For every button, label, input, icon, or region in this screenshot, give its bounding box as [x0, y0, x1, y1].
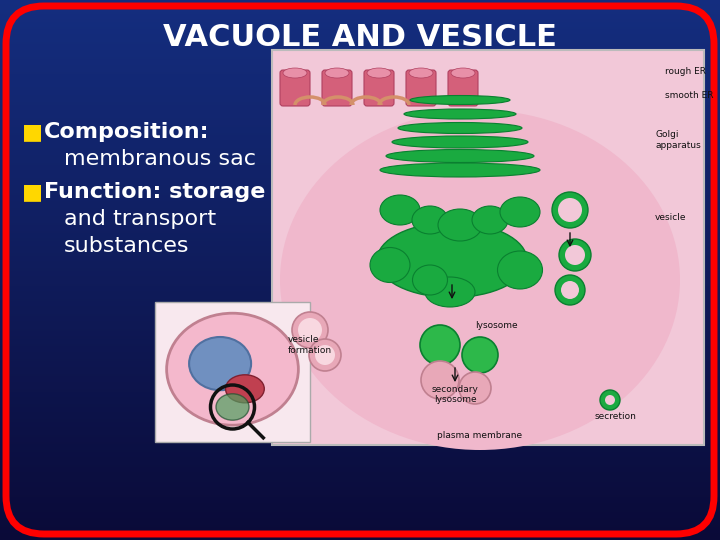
Text: ■: ■ — [22, 182, 43, 202]
Circle shape — [309, 339, 341, 371]
Ellipse shape — [398, 123, 522, 133]
Circle shape — [462, 337, 498, 373]
Ellipse shape — [412, 206, 448, 234]
FancyBboxPatch shape — [155, 302, 310, 442]
Ellipse shape — [409, 68, 433, 78]
Ellipse shape — [166, 313, 298, 425]
Ellipse shape — [377, 222, 527, 298]
Text: ■: ■ — [22, 122, 43, 142]
Ellipse shape — [410, 96, 510, 105]
Ellipse shape — [225, 375, 264, 403]
Ellipse shape — [500, 197, 540, 227]
Text: lysosome: lysosome — [475, 321, 518, 329]
Circle shape — [420, 325, 460, 365]
Ellipse shape — [370, 247, 410, 282]
Ellipse shape — [325, 68, 349, 78]
Text: membranous sac: membranous sac — [64, 149, 256, 169]
Circle shape — [459, 372, 491, 404]
Ellipse shape — [280, 110, 680, 450]
Circle shape — [559, 239, 591, 271]
Ellipse shape — [413, 265, 448, 295]
FancyBboxPatch shape — [448, 70, 478, 106]
Text: vesicle: vesicle — [655, 213, 686, 222]
Text: VACUOLE AND VESICLE: VACUOLE AND VESICLE — [163, 24, 557, 52]
Ellipse shape — [392, 136, 528, 148]
Text: rough ER: rough ER — [665, 68, 706, 77]
Circle shape — [600, 390, 620, 410]
Text: vesicle
formation: vesicle formation — [288, 335, 332, 355]
Ellipse shape — [380, 163, 540, 177]
FancyBboxPatch shape — [406, 70, 436, 106]
Text: secondary
lysosome: secondary lysosome — [431, 385, 478, 404]
Circle shape — [561, 281, 579, 299]
Text: Composition:: Composition: — [44, 122, 210, 142]
Text: smooth ER: smooth ER — [665, 91, 714, 99]
Text: substances: substances — [64, 236, 189, 256]
Text: Golgi
apparatus: Golgi apparatus — [655, 130, 701, 150]
Circle shape — [555, 275, 585, 305]
Circle shape — [298, 318, 322, 342]
Text: and transport: and transport — [64, 209, 216, 229]
Circle shape — [605, 395, 615, 405]
Ellipse shape — [367, 68, 391, 78]
Text: Function: storage: Function: storage — [44, 182, 266, 202]
FancyBboxPatch shape — [364, 70, 394, 106]
Ellipse shape — [189, 337, 251, 390]
Circle shape — [421, 361, 459, 399]
Circle shape — [565, 245, 585, 265]
Ellipse shape — [380, 195, 420, 225]
FancyBboxPatch shape — [322, 70, 352, 106]
Ellipse shape — [498, 251, 542, 289]
Ellipse shape — [216, 394, 249, 420]
Circle shape — [315, 345, 335, 365]
Text: secretion: secretion — [594, 412, 636, 421]
Ellipse shape — [283, 68, 307, 78]
Ellipse shape — [404, 109, 516, 119]
Ellipse shape — [438, 209, 482, 241]
Circle shape — [292, 312, 328, 348]
FancyBboxPatch shape — [280, 70, 310, 106]
Circle shape — [558, 198, 582, 222]
Ellipse shape — [425, 277, 475, 307]
Text: plasma membrane: plasma membrane — [438, 430, 523, 440]
FancyBboxPatch shape — [272, 50, 704, 445]
Ellipse shape — [451, 68, 475, 78]
Ellipse shape — [386, 150, 534, 163]
Circle shape — [552, 192, 588, 228]
Ellipse shape — [472, 206, 508, 234]
